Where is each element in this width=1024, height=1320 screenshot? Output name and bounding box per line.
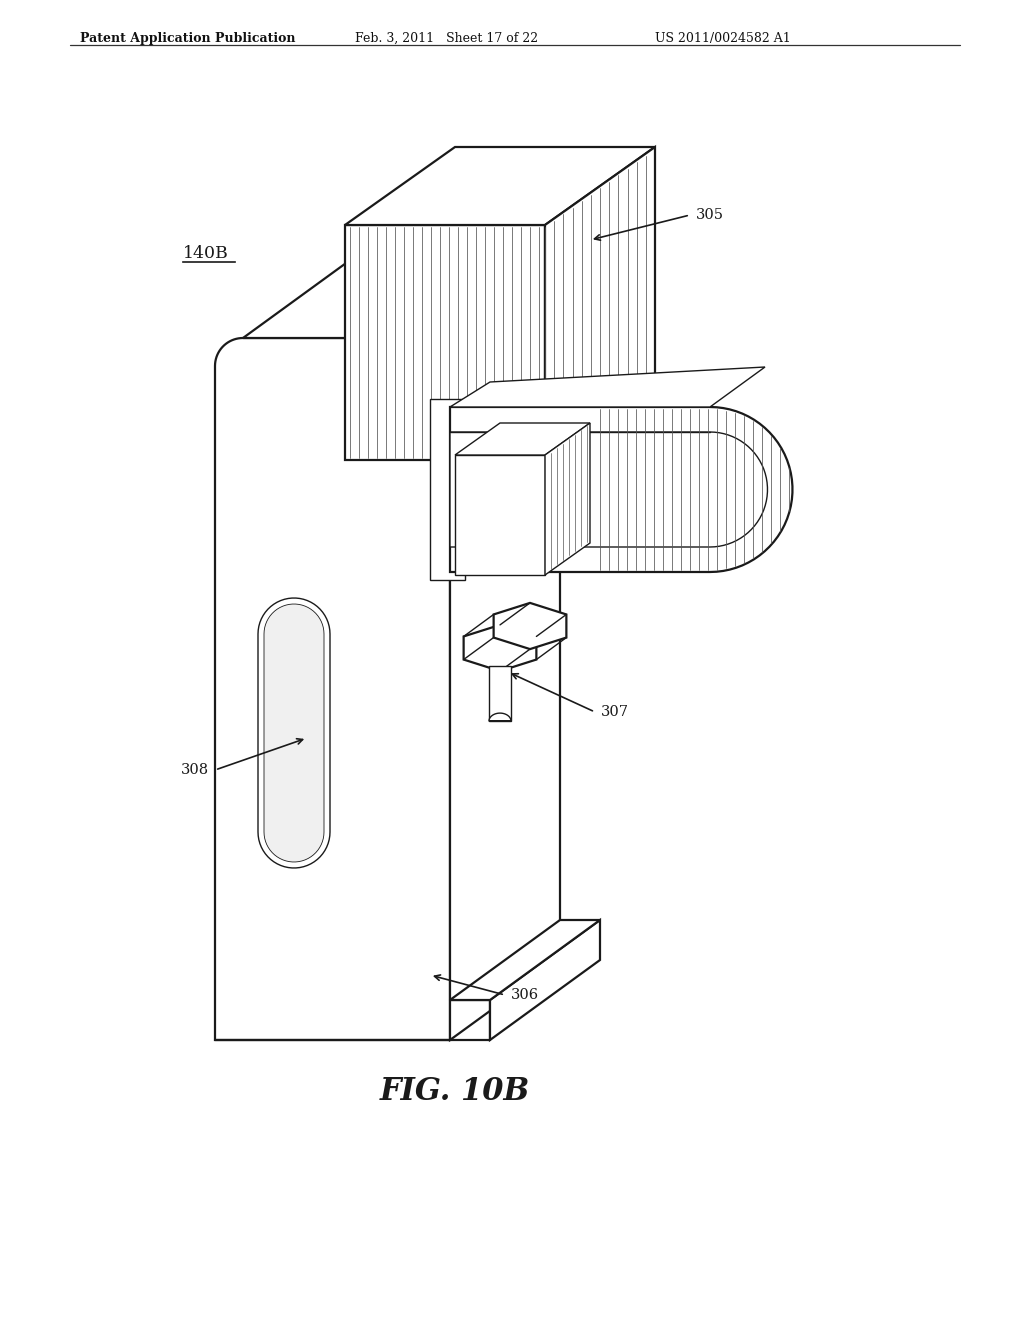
Polygon shape	[215, 338, 450, 1040]
Polygon shape	[494, 603, 566, 649]
Polygon shape	[430, 399, 465, 579]
Polygon shape	[455, 422, 590, 455]
Polygon shape	[450, 407, 793, 572]
Polygon shape	[489, 667, 511, 721]
Polygon shape	[490, 920, 600, 1040]
Text: 307: 307	[601, 705, 629, 719]
Polygon shape	[464, 624, 537, 671]
Polygon shape	[489, 713, 511, 721]
Polygon shape	[450, 257, 560, 1040]
Polygon shape	[450, 432, 767, 546]
Polygon shape	[545, 147, 655, 459]
Text: 308: 308	[181, 763, 209, 777]
Polygon shape	[450, 367, 765, 407]
Polygon shape	[345, 147, 655, 224]
Polygon shape	[345, 224, 545, 459]
Text: FIG. 10B: FIG. 10B	[380, 1077, 530, 1107]
Polygon shape	[455, 455, 545, 576]
Text: US 2011/0024582 A1: US 2011/0024582 A1	[655, 32, 791, 45]
Polygon shape	[450, 920, 600, 1001]
Text: Patent Application Publication: Patent Application Publication	[80, 32, 296, 45]
Text: 305: 305	[696, 209, 724, 222]
Text: 306: 306	[511, 987, 539, 1002]
Text: Feb. 3, 2011   Sheet 17 of 22: Feb. 3, 2011 Sheet 17 of 22	[355, 32, 539, 45]
Polygon shape	[545, 422, 590, 576]
Polygon shape	[258, 598, 330, 869]
Text: 140B: 140B	[183, 244, 228, 261]
Polygon shape	[264, 605, 324, 862]
Polygon shape	[243, 257, 560, 338]
